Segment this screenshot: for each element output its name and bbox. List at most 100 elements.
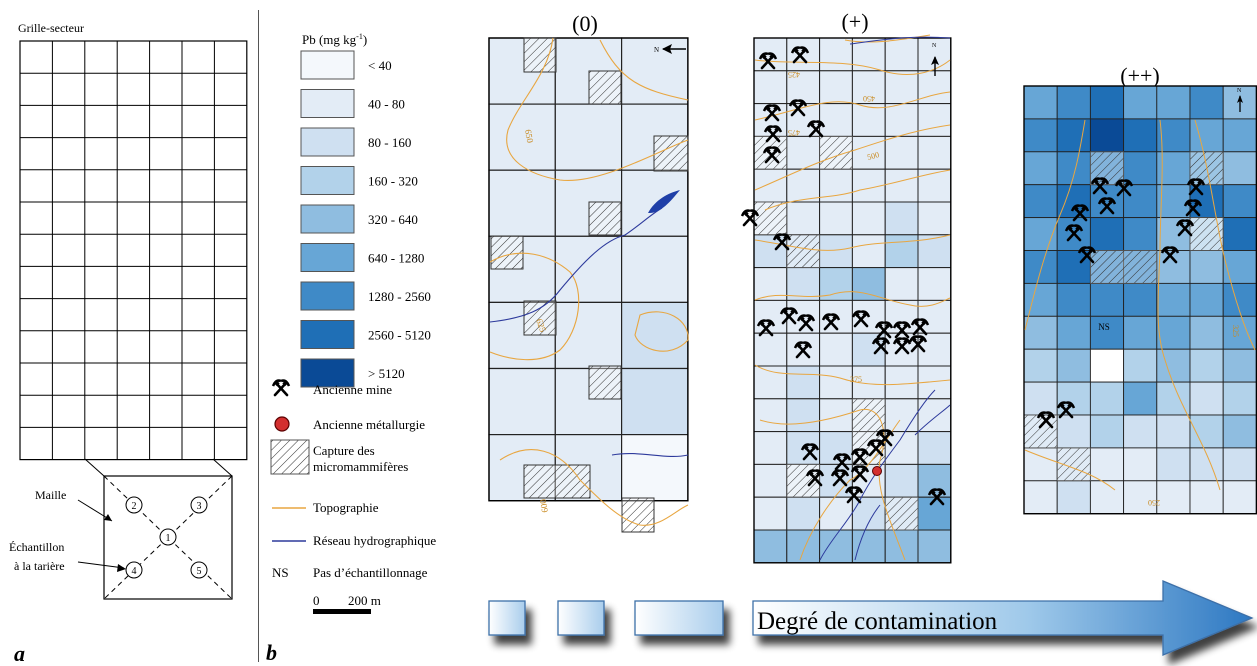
map-cell [917,267,952,301]
capture-cell [523,37,557,73]
map-cell [1023,151,1058,186]
legend-class-label: > 5120 [368,366,405,381]
capture-cell [884,496,919,531]
map-cell [1123,118,1158,153]
sample-point-1-number: 1 [166,533,171,544]
map-cell [1056,315,1091,350]
map-cell [1189,381,1224,416]
map-cell [1023,348,1058,383]
map-cell [786,529,821,564]
capture-cell [852,398,886,432]
map-cell [1156,217,1191,251]
grid-frame [19,40,248,461]
map-cell [819,332,853,367]
legend-swatch [300,166,355,195]
map-cell [1123,282,1158,317]
scale-zero: 0 [313,593,320,608]
map-cell [1222,348,1257,383]
map-cell [851,496,886,531]
map-plus-north-label: N [932,43,937,49]
map-plus-contour-label-2: 450 [863,94,875,103]
map-cell [1123,315,1158,350]
legend-class-label: 80 - 160 [368,135,411,150]
map-cell [1189,447,1224,482]
map-cell [1156,480,1191,515]
map-cell [1222,184,1257,219]
map-cell [884,201,919,236]
map-cell [1056,85,1091,120]
map-cell [1189,480,1224,515]
panel-divider [258,10,259,662]
sample-label-line1: Échantillon [9,540,64,554]
map-plus-contours [754,34,951,561]
map-cell [786,398,821,433]
scale-bar [313,609,371,614]
map-0: (0) 650 600 625 N [488,11,689,533]
map-cell [917,234,952,269]
map-cell [1056,414,1091,449]
map-cell [753,529,788,564]
map-cell [819,365,853,400]
grid-title: Grille-secteur [18,21,84,35]
map-cell [851,103,886,137]
capture-cell [753,201,788,236]
map-cell [917,299,952,334]
map-cell [851,267,886,301]
map-0-hydro [489,207,689,457]
map-plus-contour-label-5: 375 [850,375,862,384]
legend: Pb (mg kg-1) < 40 40 - 80 80 - 160 160 - 32… [266,32,436,665]
map-frame [1023,85,1257,515]
map-cell [1023,381,1058,416]
contamination-scale [488,580,1254,656]
map-cell [1089,282,1125,317]
map-cell [1189,85,1224,120]
map-cell [1123,447,1158,482]
scale-distance: 200 m [348,593,381,608]
contamination-label: Degré de contamination [757,608,998,635]
map-0-contour-label-1: 650 [523,129,535,145]
map-cell [1123,480,1158,515]
legend-class-label: 640 - 1280 [368,251,424,266]
legend-swatch [300,320,355,349]
metallurgy-site [872,466,882,476]
mine-legend-icon [271,378,291,397]
map-cell [1156,85,1191,120]
map-plusplus-north-arrow: N [1237,88,1243,112]
scale-box-1 [488,600,526,636]
mine-legend-label: Ancienne mine [313,382,392,397]
map-cell [1089,381,1125,416]
map-cell [1056,151,1091,186]
legend-swatch [300,358,355,388]
map-cell [620,169,689,237]
map-plusplus-contour-label-1: 325 [1231,325,1240,337]
diagonal-1 [103,475,233,600]
capture-cell [588,365,622,400]
sample-point-5 [190,561,208,579]
panel-b: Pb (mg kg-1) < 40 40 - 80 80 - 160 160 - 32… [266,9,1257,665]
map-cell [1189,348,1224,383]
map-plus: (+) 425 450 475 500 375 [753,9,952,564]
panel-letter-a: a [14,641,25,666]
map-cell [1089,118,1125,153]
legend-swatch [300,281,355,311]
map-cell [1189,414,1224,449]
map-cell [554,235,623,304]
map-cell [917,135,952,170]
map-cell [1023,480,1058,515]
sample-point-4 [125,561,143,579]
legend-class-label: 160 - 320 [368,174,418,189]
capture-cell [523,300,557,336]
capture-cell [588,70,622,105]
map-0-contour-label-3: 625 [534,317,548,334]
scale-box-3 [634,600,724,636]
map-cell [1123,151,1158,186]
map-cell [1222,217,1257,251]
map-cell [1156,348,1191,383]
capture-legend-line2: micromammifères [313,459,408,474]
map-plus-contour-label-4: 500 [866,150,880,162]
map-plusplus-cells [1023,85,1257,515]
legend-swatch [300,89,355,118]
map-cell [1123,348,1158,383]
legend-classes: < 40 40 - 80 80 - 160 160 - 320 320 - 640 640… [300,50,431,388]
sample-point-3 [190,496,208,514]
